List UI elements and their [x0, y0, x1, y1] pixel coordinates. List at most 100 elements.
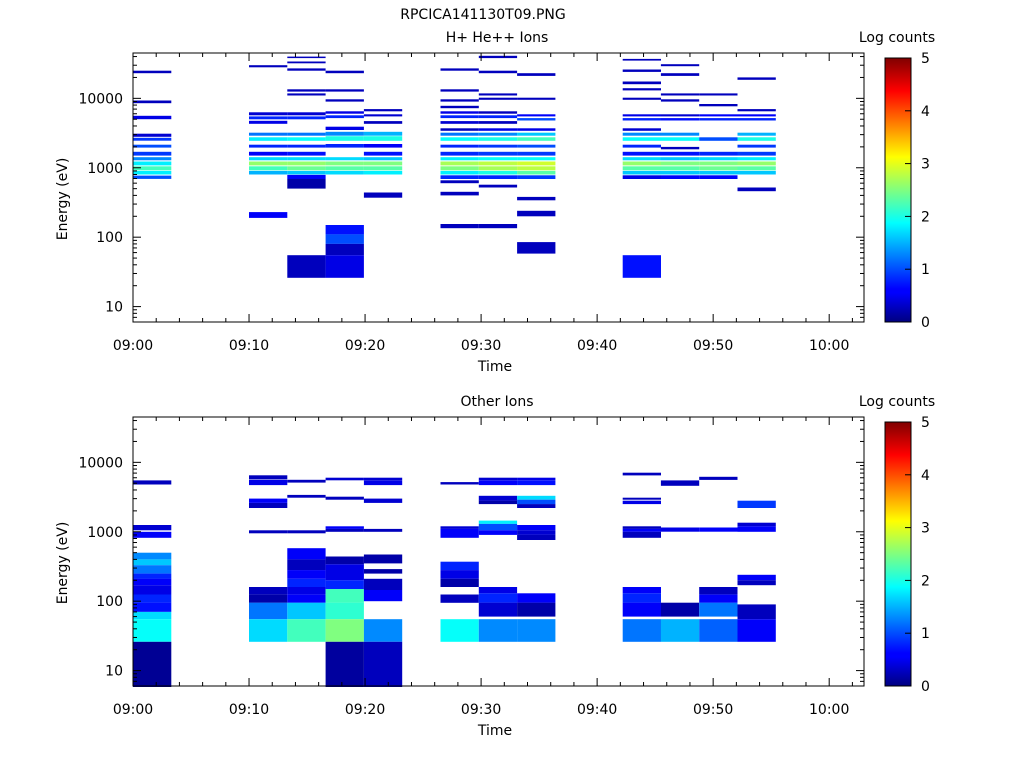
heatmap-cell [478, 97, 518, 100]
heatmap-cell [133, 115, 172, 120]
colorbar-gradient [884, 57, 912, 323]
heatmap-cell [622, 593, 661, 603]
heatmap-cell [478, 144, 518, 148]
heatmap-cell [287, 61, 326, 64]
heatmap-cell [287, 479, 326, 483]
heatmap-cell [440, 89, 479, 92]
heatmap-cell [622, 175, 661, 179]
heatmap-cell [133, 170, 172, 175]
heatmap-cell [440, 144, 479, 148]
y-tick-label: 1000 [87, 161, 123, 177]
y-tick-label: 10 [105, 300, 123, 316]
heatmap-cell [133, 578, 172, 586]
y-tick-label: 100 [96, 230, 123, 246]
heatmap-cell [622, 472, 661, 476]
heatmap-cell [325, 136, 364, 141]
heatmap-cell [133, 559, 172, 566]
heatmap-cell [440, 528, 479, 538]
heatmap-cell [363, 590, 403, 602]
heatmap-cell [287, 157, 326, 161]
heatmap-cell [622, 88, 661, 91]
x-axis-label: Time [477, 723, 512, 739]
heatmap-cell [737, 170, 776, 175]
heatmap-cell [133, 573, 172, 579]
colorbar-label: Log counts [859, 394, 935, 410]
heatmap-cell [699, 114, 738, 117]
heatmap-cell [133, 137, 172, 141]
heatmap-cell [517, 525, 556, 531]
heatmap-cell [440, 115, 479, 119]
heatmap-cell [517, 480, 556, 486]
colorbar-tick-label: 5 [921, 51, 930, 67]
x-tick-label: 09:00 [113, 338, 153, 354]
axes: 09:00 09:10 09:20 09:30 09:40 09:50 10:00 10 100… [78, 52, 865, 354]
heatmap-cell [699, 93, 738, 96]
panel-title: H+ He++ Ions [446, 30, 549, 46]
heatmap-cell [517, 157, 556, 161]
heatmap-cell [517, 114, 556, 117]
heatmap-cell [737, 157, 776, 161]
x-tick-label: 09:50 [693, 702, 733, 718]
heatmap-cell [478, 166, 518, 171]
heatmap-cell [287, 112, 326, 116]
y-tick-label: 10 [105, 664, 123, 680]
heatmap-cell [478, 184, 518, 188]
heatmap-cell [478, 477, 518, 481]
colorbar-tick-label: 2 [921, 573, 930, 589]
heatmap-cell [133, 552, 172, 560]
colorbar: 0 1 2 3 4 5 [884, 51, 930, 331]
colorbar-tick-label: 0 [921, 679, 930, 695]
x-tick-label: 09:30 [461, 702, 501, 718]
x-tick-label: 09:40 [577, 338, 617, 354]
heatmap-cell [133, 133, 172, 137]
heatmap-cell [133, 161, 172, 166]
heatmap-cell [325, 115, 364, 119]
heatmap-cell [325, 564, 364, 581]
heatmap-cell [622, 128, 661, 131]
heatmap-cell [325, 255, 364, 278]
colorbar-label: Log counts [859, 30, 935, 46]
heatmap-cells [133, 55, 776, 278]
colorbar-gradient [884, 421, 912, 687]
heatmap-cell [622, 500, 661, 505]
heatmap-cell [440, 137, 479, 141]
heatmap-cell [699, 594, 738, 603]
heatmap-cell [249, 166, 288, 171]
y-axis-label: Energy (eV) [55, 522, 71, 605]
heatmap-cell [478, 480, 518, 486]
heatmap-cell [133, 531, 172, 538]
heatmap-cell [737, 109, 776, 112]
heatmap-cell [517, 495, 556, 500]
heatmap-cell [737, 77, 776, 80]
heatmap-cell [517, 499, 556, 505]
heatmap-cell [325, 602, 364, 620]
heatmap-cell [249, 475, 288, 480]
heatmap-cell [287, 602, 326, 620]
plot-frame [132, 52, 865, 323]
heatmap-cell [699, 619, 738, 642]
heatmap-cell [517, 170, 556, 175]
heatmap-cell [440, 128, 479, 131]
heatmap-cell [478, 111, 518, 114]
heatmap-cell [517, 210, 556, 217]
heatmap-cell [133, 602, 172, 612]
heatmap-cell [478, 619, 518, 642]
heatmap-cell [325, 89, 364, 92]
heatmap-cell [440, 224, 479, 229]
heatmap-cell [133, 175, 172, 179]
heatmap-cell [737, 580, 776, 586]
heatmap-cell [363, 166, 403, 171]
heatmap-cell [478, 132, 518, 136]
heatmap-cell [325, 111, 364, 114]
heatmap-cell [478, 93, 518, 96]
heatmap-cell [440, 191, 479, 196]
heatmap-cell [699, 175, 738, 179]
heatmap-cell [287, 68, 326, 71]
colorbar: 0 1 2 3 4 5 [884, 415, 930, 695]
heatmap-cell [737, 500, 776, 508]
heatmap-cell [325, 157, 364, 161]
heatmap-cell [287, 170, 326, 175]
heatmap-cell [440, 180, 479, 184]
heatmap-cell [622, 144, 661, 148]
